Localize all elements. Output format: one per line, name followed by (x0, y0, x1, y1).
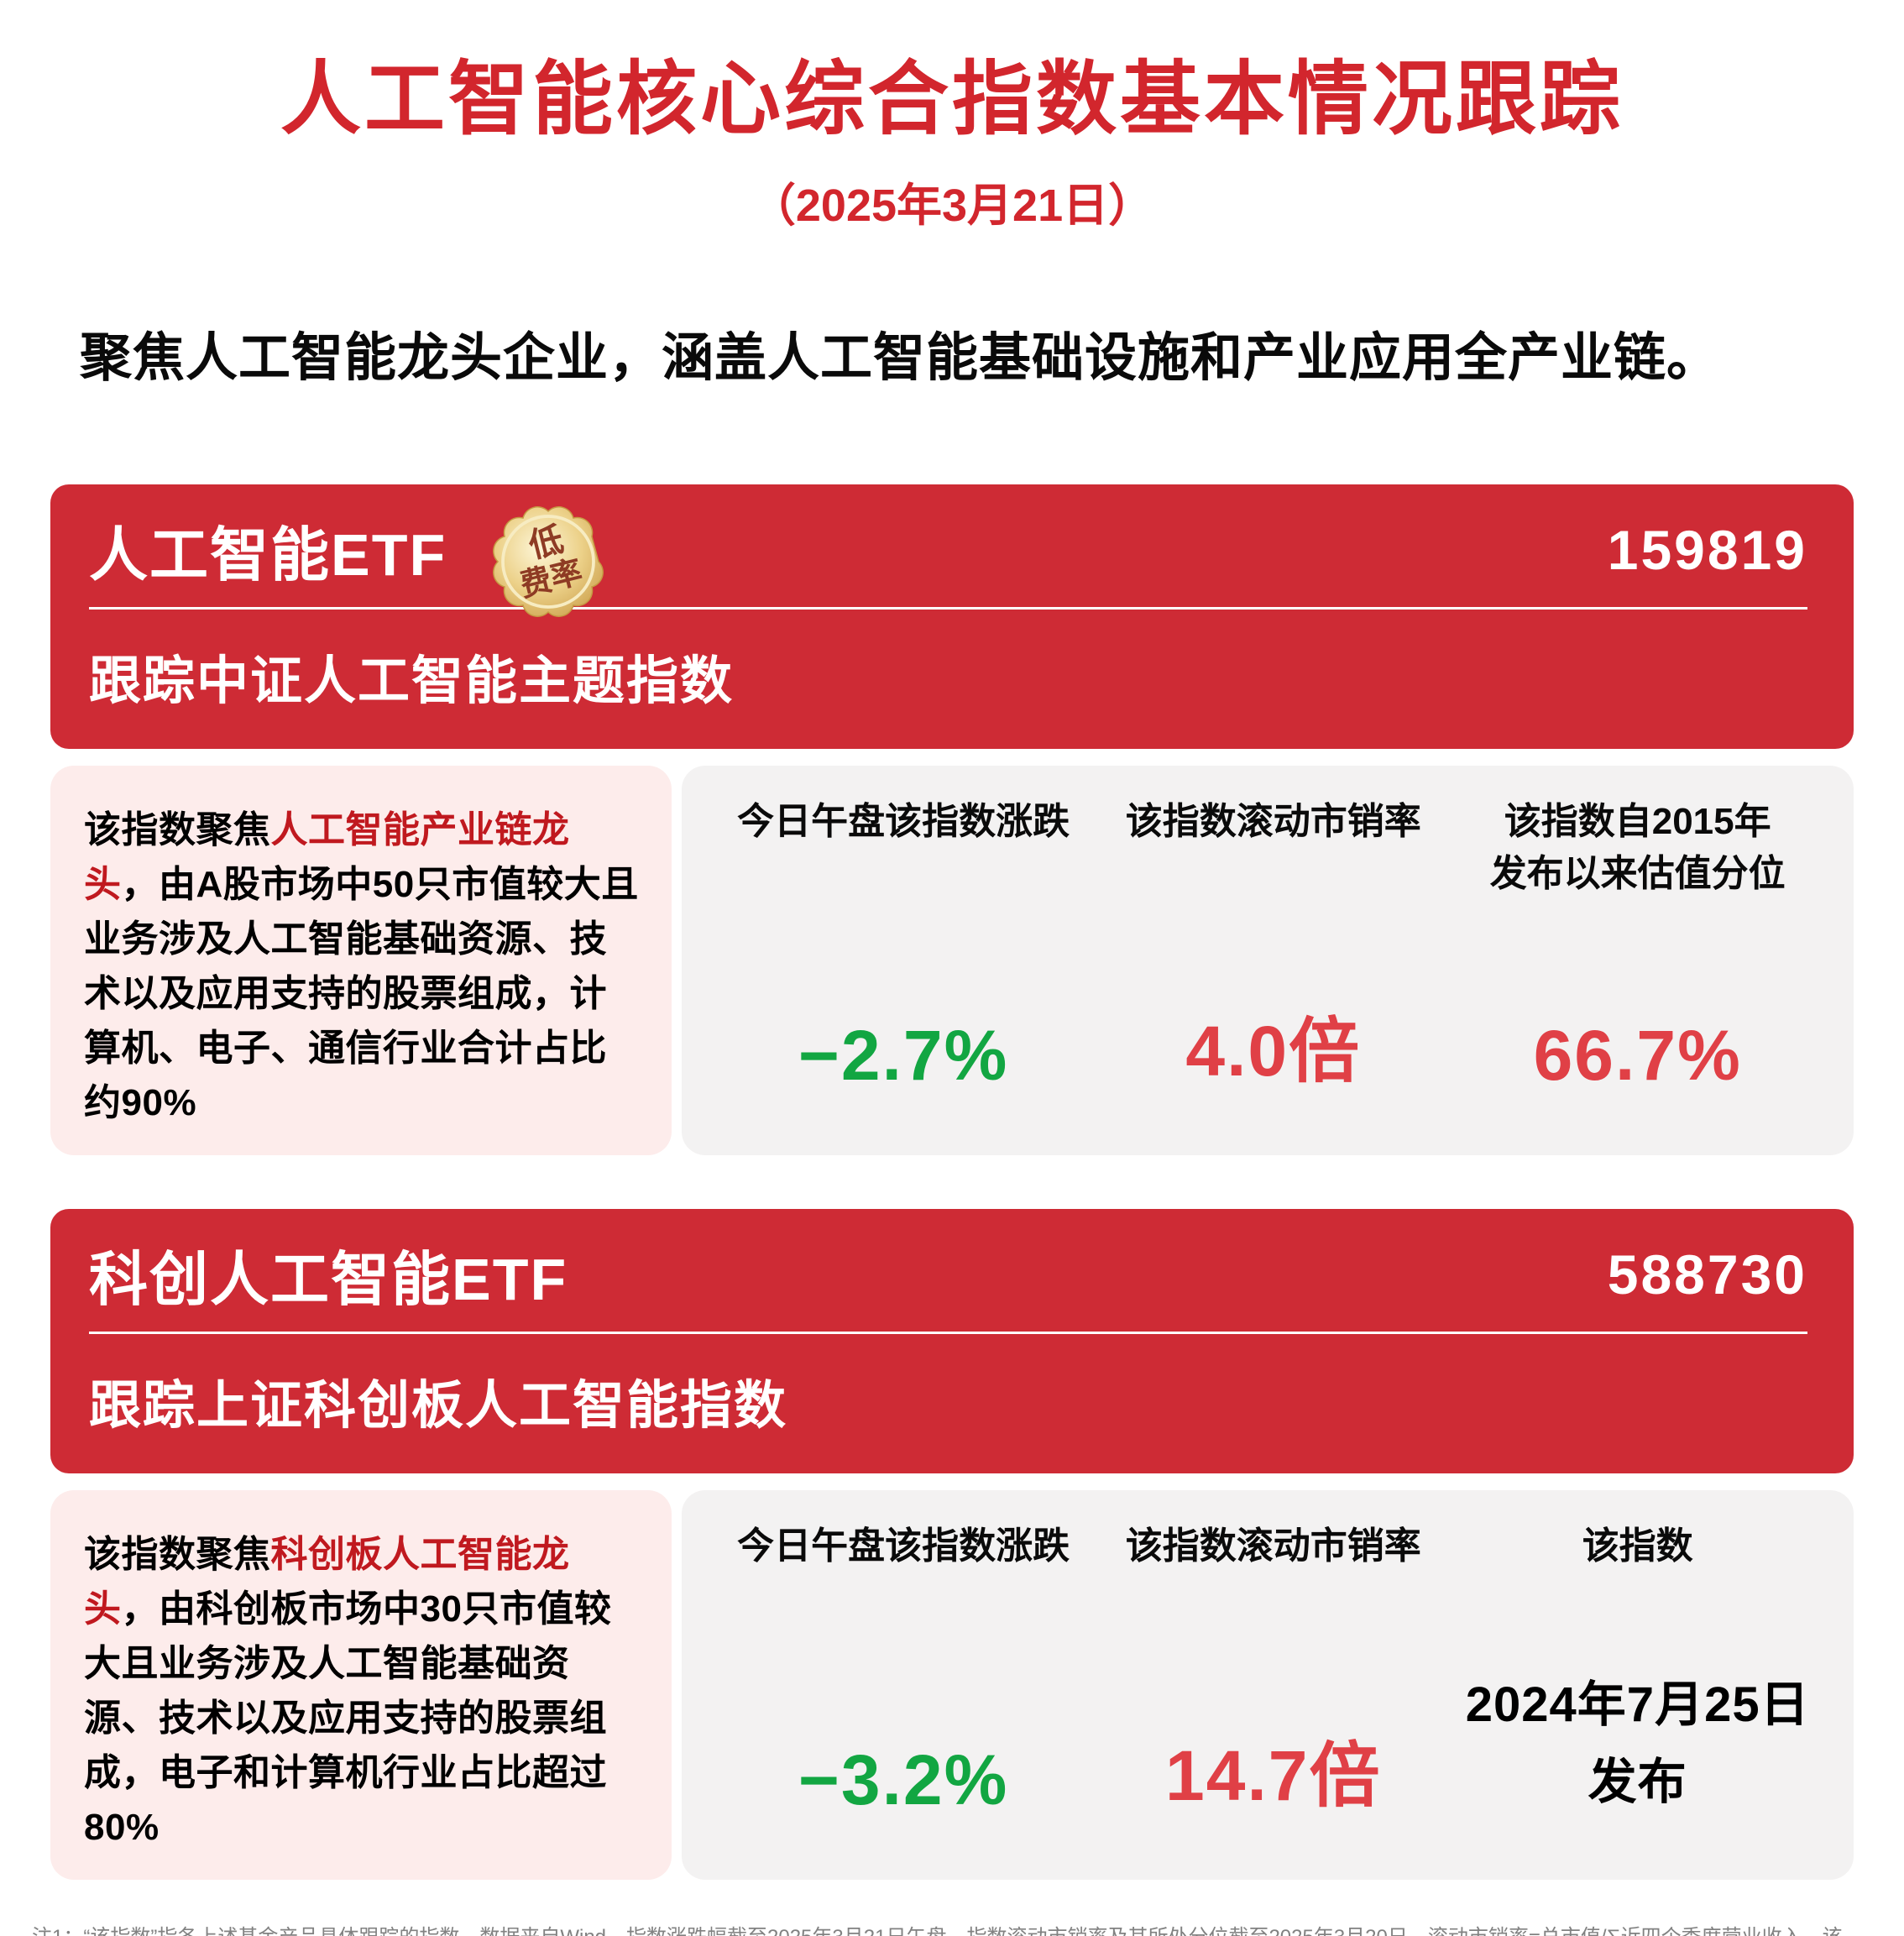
fund-name: 人工智能ETF (89, 521, 447, 588)
stat-value: 4.0倍 (1185, 1012, 1362, 1091)
page-subtitle: 聚焦人工智能龙头企业，涵盖人工智能基础设施和产业应用全产业链。 (80, 329, 1720, 388)
stat-column-ps-ratio: 该指数滚动市销率 4.0倍 (1108, 796, 1438, 1122)
fund-tracking: 跟踪上证科创板人工智能指数 (89, 1377, 788, 1436)
stat-column-valuation-percentile: 该指数自2015年 发布以来估值分位 66.7% (1438, 796, 1837, 1122)
stat-column-release-date: 该指数 2024年7月25日 发布 (1438, 1520, 1837, 1846)
divider-line (89, 607, 1807, 610)
stat-label: 今日午盘该指数涨跌 (737, 1525, 1070, 1567)
description-text: 该指数聚焦 (84, 809, 271, 851)
low-fee-seal-icon: 低 费率 (485, 499, 611, 625)
fund-code: 159819 (1607, 519, 1807, 582)
fund-body: 该指数聚焦科创板人工智能龙头，由科创板市场中30只市值较大且业务涉及人工智能基础… (50, 1490, 1854, 1881)
page-title: 人工智能核心综合指数基本情况跟踪 (280, 55, 1624, 144)
description-highlight: 科创板人工智能龙头 (84, 1534, 570, 1630)
description-text: ，由科创板市场中30只市值较大且业务涉及人工智能基础资源、技术以及应用支持的股票… (84, 1588, 612, 1849)
fund-description: 该指数聚焦科创板人工智能龙头，由科创板市场中30只市值较大且业务涉及人工智能基础… (50, 1490, 672, 1881)
stat-column-change: 今日午盘该指数涨跌 −2.7% (698, 796, 1108, 1122)
stat-column-ps-ratio: 该指数滚动市销率 14.7倍 (1108, 1520, 1438, 1846)
description-text: 该指数聚焦 (84, 1534, 271, 1576)
fund-banner: 科创人工智能ETF 588730 跟踪上证科创板人工智能指数 (50, 1209, 1854, 1474)
stat-label: 该指数滚动市销率 (1125, 1525, 1421, 1567)
page-date: （2025年3月21日） (750, 181, 1154, 232)
description-text: ，由A股市场中50只市值较大且业务涉及人工智能基础资源、技术以及应用支持的股票组… (84, 864, 639, 1124)
fund-description: 该指数聚焦人工智能产业链龙头，由A股市场中50只市值较大且业务涉及人工智能基础资… (50, 766, 672, 1156)
footnote-1: 注1：“该指数”指各上述基金产品具体跟踪的指数。数据来自Wind，指数涨跌幅截至… (32, 1923, 1854, 1936)
stat-value: −3.2% (798, 1740, 1009, 1820)
stat-label: 该指数自2015年 发布以来估值分位 (1489, 801, 1786, 895)
fund-card-star-ai-etf: 科创人工智能ETF 588730 跟踪上证科创板人工智能指数 该指数聚焦科创板人… (50, 1209, 1854, 1881)
banner-header-row: 科创人工智能ETF 588730 (89, 1234, 1807, 1315)
stat-value: 14.7倍 (1165, 1736, 1382, 1816)
fund-name: 科创人工智能ETF (89, 1246, 568, 1312)
stat-label: 该指数滚动市销率 (1125, 801, 1421, 843)
fund-code: 588730 (1607, 1243, 1807, 1306)
stat-label: 该指数 (1582, 1525, 1693, 1567)
fund-stats: 今日午盘该指数涨跌 −2.7% 该指数滚动市销率 4.0倍 该指数自2015年 … (682, 766, 1854, 1156)
fund-banner: 人工智能ETF 低 (50, 484, 1854, 750)
stat-label: 今日午盘该指数涨跌 (737, 801, 1070, 843)
fund-card-ai-etf: 人工智能ETF 低 (50, 484, 1854, 1156)
fund-tracking: 跟踪中证人工智能主题指数 (89, 652, 735, 711)
divider-line (89, 1332, 1807, 1335)
footnotes: 注1：“该指数”指各上述基金产品具体跟踪的指数。数据来自Wind，指数涨跌幅截至… (32, 1923, 1854, 1936)
stat-value: −2.7% (798, 1016, 1009, 1096)
fund-stats: 今日午盘该指数涨跌 −3.2% 该指数滚动市销率 14.7倍 该指数 2024年… (682, 1490, 1854, 1881)
fund-body: 该指数聚焦人工智能产业链龙头，由A股市场中50只市值较大且业务涉及人工智能基础资… (50, 766, 1854, 1156)
stat-column-change: 今日午盘该指数涨跌 −3.2% (698, 1520, 1108, 1846)
stat-value: 66.7% (1533, 1016, 1742, 1096)
description-highlight: 人工智能产业链龙头 (84, 809, 570, 906)
stat-value: 2024年7月25日 发布 (1465, 1677, 1810, 1810)
banner-header-row: 人工智能ETF 低 (89, 506, 1807, 618)
